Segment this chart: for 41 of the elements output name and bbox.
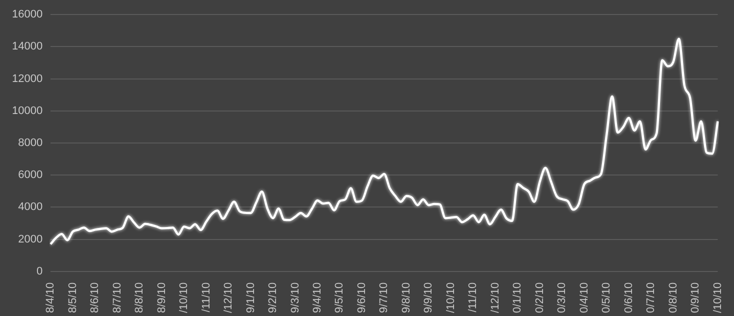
y-tick-label: 2000 [18, 233, 43, 246]
x-tick-label: /10/10 [712, 282, 724, 314]
x-tick-label: 9/4/10 [312, 282, 324, 314]
x-tick-label: 0/8/10 [667, 282, 680, 314]
x-tick-label: 8/4/10 [44, 282, 57, 314]
x-tick-label: 9/6/10 [356, 282, 368, 314]
y-tick-label: 10000 [12, 104, 43, 117]
x-tick-label: 9/7/10 [378, 282, 390, 314]
x-tick-label: /12/10 [489, 282, 502, 314]
x-tick-label: 9/1/10 [244, 282, 257, 314]
x-tick-label: 0/6/10 [622, 282, 635, 314]
y-tick-label: 12000 [12, 72, 43, 85]
x-tick-label: 0/2/10 [534, 282, 546, 314]
x-tick-label: 0/4/10 [578, 282, 590, 314]
x-tick-label: 0/1/10 [512, 282, 524, 314]
x-tick-label: 9/5/10 [334, 282, 346, 314]
x-tick-label: 0/5/10 [600, 282, 613, 314]
x-tick-label: 8/6/10 [89, 282, 102, 314]
x-tick-label: /12/10 [222, 282, 235, 314]
y-tick-label: 8000 [18, 137, 43, 150]
x-tick-label: 8/7/10 [111, 282, 124, 314]
x-tick-label: 0/9/10 [690, 282, 702, 314]
x-tick-label: /11/10 [467, 282, 480, 312]
y-tick-label: 6000 [18, 169, 43, 182]
y-tick-label: 0 [36, 265, 43, 278]
x-tick-label: 9/3/10 [289, 282, 302, 314]
x-tick-label: /11/10 [200, 282, 212, 312]
y-tick-label: 4000 [18, 201, 43, 214]
x-tick-label: 0/3/10 [556, 282, 568, 314]
x-tick-label: 9/9/10 [422, 282, 435, 314]
x-tick-label: 8/9/10 [156, 282, 168, 314]
x-tick-label: /10/10 [178, 282, 190, 314]
y-tick-label: 14000 [12, 40, 43, 53]
x-tick-label: 9/8/10 [400, 282, 412, 314]
line-series [49, 38, 719, 246]
x-tick-label: 0/7/10 [645, 282, 658, 314]
x-tick-label: 8/8/10 [134, 282, 146, 314]
x-tick-label: 9/2/10 [267, 282, 280, 314]
y-tick-label: 16000 [12, 8, 43, 21]
x-tick-label: /10/10 [444, 282, 457, 314]
x-tick-label: 8/5/10 [66, 282, 79, 314]
